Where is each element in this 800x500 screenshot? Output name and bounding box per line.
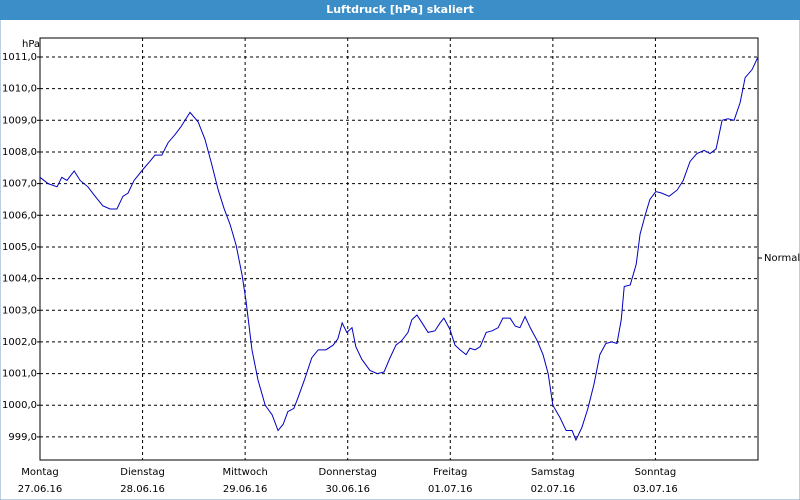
x-tick-label: Samstag [531, 467, 575, 478]
x-tick-label: Montag [21, 467, 58, 478]
x-tick-label: Sonntag [635, 467, 677, 478]
y-tick-label: 1009,0 [2, 115, 37, 126]
y-tick-label: 1000,0 [2, 400, 37, 411]
y-tick-label: 1007,0 [2, 179, 37, 190]
y-tick-label: 1006,0 [2, 210, 37, 221]
x-tick-date: 28.06.16 [120, 484, 165, 495]
y-axis-label: hPa [22, 39, 40, 50]
x-tick-date: 02.07.16 [531, 484, 576, 495]
y-tick-label: 1008,0 [2, 147, 37, 158]
title-bar [0, 0, 800, 20]
y-tick-label: 1005,0 [2, 242, 37, 253]
plot-area [39, 37, 759, 461]
x-tick-label: Dienstag [120, 467, 165, 478]
y-tick-label: 999,0 [8, 432, 37, 443]
y-tick-label: 1003,0 [2, 305, 37, 316]
y-tick-label: 1004,0 [2, 274, 37, 285]
x-tick-date: 01.07.16 [428, 484, 473, 495]
x-tick-date: 27.06.16 [18, 484, 63, 495]
x-tick-label: Mittwoch [222, 467, 267, 478]
y-tick-label: 1002,0 [2, 337, 37, 348]
x-tick-date: 03.07.16 [633, 484, 678, 495]
y-tick-label: 1001,0 [2, 369, 37, 380]
x-tick-date: 30.06.16 [325, 484, 370, 495]
reference-label: Normal [764, 253, 800, 264]
chart-title: Luftdruck [hPa] skaliert [326, 3, 474, 16]
data-line [39, 56, 759, 442]
y-tick-label: 1011,0 [2, 52, 37, 63]
x-tick-date: 29.06.16 [223, 484, 268, 495]
y-tick-label: 1010,0 [2, 84, 37, 95]
x-tick-label: Freitag [433, 467, 467, 478]
x-tick-label: Donnerstag [319, 467, 377, 478]
